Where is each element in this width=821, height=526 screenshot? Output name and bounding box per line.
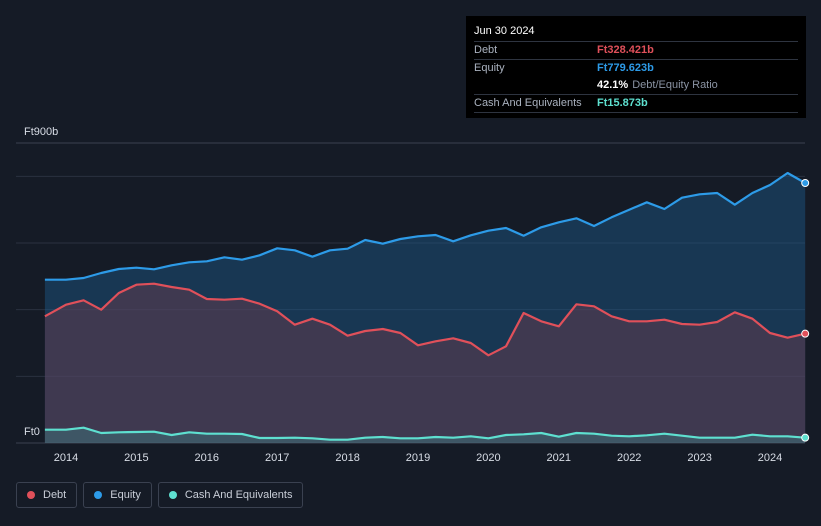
legend-item-cash[interactable]: Cash And Equivalents [157,482,304,508]
x-tick-label: 2018 [335,452,359,464]
axis-labels: Ft0 Ft900b 2014 2015 2016 2017 2018 2019 2020 202… [24,126,782,464]
cash-dot-icon [168,491,177,499]
x-tick-label: 2017 [265,452,289,464]
debt-line [44,282,806,357]
tooltip-row-cash: Cash And Equivalents Ft15.873b [474,94,798,113]
y-tick-label: Ft900b [24,126,58,138]
x-tick-label: 2024 [758,452,782,464]
y-tick-label: Ft0 [24,426,40,438]
x-tick-label: 2020 [476,452,500,464]
cash-end-marker [801,433,810,442]
equity-area [44,173,806,443]
tooltip-row-ratio: 42.1% Debt/Equity Ratio [474,77,798,94]
legend-debt-label: Debt [43,489,67,501]
x-tick-label: 2023 [687,452,711,464]
tooltip-equity-value: Ft779.623b [597,62,654,74]
tooltip-ratio-label: Debt/Equity Ratio [632,79,718,91]
cash-area [44,427,806,443]
debt-dot-icon [27,491,35,499]
debt-area [44,283,806,443]
x-tick-label: 2016 [195,452,219,464]
x-tick-label: 2015 [124,452,148,464]
tooltip-row-equity: Equity Ft779.623b [474,59,798,77]
grid-lines [16,142,805,444]
data-tooltip: Jun 30 2024 Debt Ft328.421b Equity Ft779… [466,16,806,118]
legend-equity-label: Equity [110,489,141,501]
tooltip-cash-value: Ft15.873b [597,97,648,109]
x-tick-label: 2021 [547,452,571,464]
legend-cash-label: Cash And Equivalents [184,489,293,501]
tooltip-ratio-value: 42.1% [597,79,629,91]
legend: Debt Equity Cash And Equivalents [16,482,304,508]
x-tick-label: 2022 [617,452,641,464]
end-markers [801,179,810,442]
series-areas [44,173,806,443]
x-tick-label: 2014 [54,452,78,464]
equity-end-marker [801,179,810,187]
tooltip-date: Jun 30 2024 [474,25,535,37]
tooltip-cash-label: Cash And Equivalents [474,97,582,109]
legend-item-equity[interactable]: Equity [83,482,152,508]
equity-line [44,171,806,281]
series-lines [44,171,806,441]
tooltip-debt-value: Ft328.421b [597,44,654,56]
debt-end-marker [801,329,810,338]
x-tick-label: 2019 [406,452,430,464]
cash-line [44,426,806,441]
tooltip-row-debt: Debt Ft328.421b [474,41,798,59]
equity-dot-icon [94,491,103,499]
tooltip-equity-label: Equity [474,62,505,74]
legend-item-debt[interactable]: Debt [16,482,78,508]
tooltip-debt-label: Debt [474,44,498,56]
